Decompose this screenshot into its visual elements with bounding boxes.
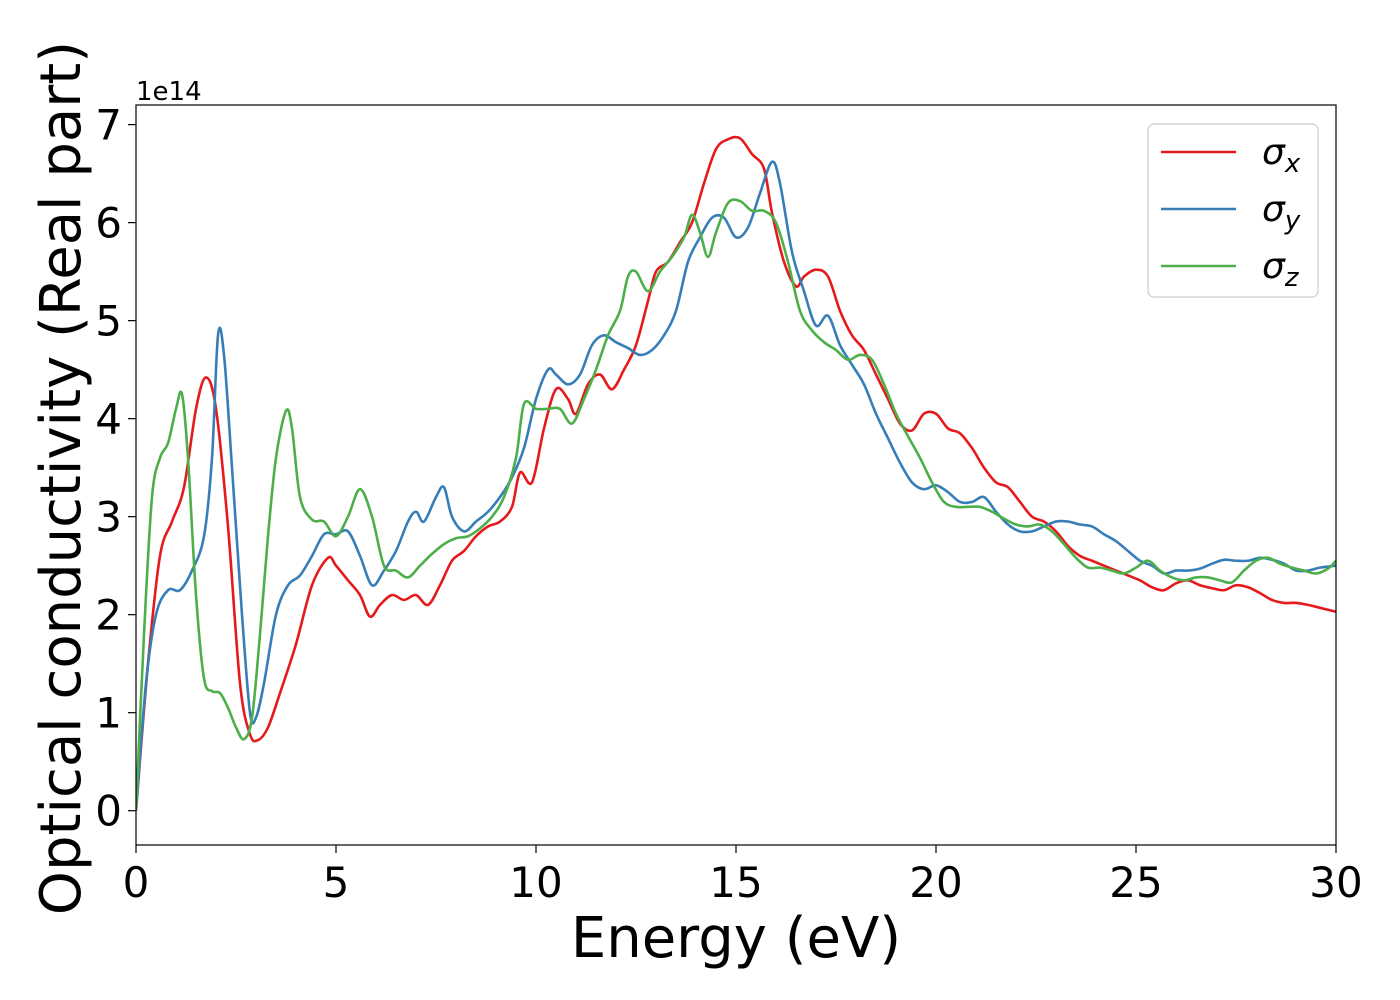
y-tick-label: 6 (95, 199, 122, 248)
x-tick-label: 15 (709, 858, 762, 907)
x-tick-label: 30 (1309, 858, 1362, 907)
x-tick-label: 0 (123, 858, 150, 907)
legend-label-x: σx (1262, 132, 1301, 179)
y-offset-label: 1e14 (136, 77, 202, 107)
legend-symbol: σ (1262, 246, 1286, 287)
legend-symbol: σ (1262, 189, 1286, 230)
x-tick-label: 25 (1109, 858, 1162, 907)
series-layer (136, 135, 1336, 811)
series-line-y (136, 160, 1336, 811)
legend-subscript: z (1284, 263, 1300, 293)
y-tick-label: 2 (95, 591, 122, 640)
legend-symbol: σ (1262, 132, 1286, 173)
y-tick-label: 3 (95, 493, 122, 542)
y-tick-label: 1 (95, 689, 122, 738)
legend-subscript: y (1284, 206, 1301, 236)
legend-label-z: σz (1262, 246, 1300, 293)
y-axis-label: Optical conductivity (Real part) (29, 41, 94, 915)
y-tick-label: 5 (95, 297, 122, 346)
y-tick-label: 7 (95, 101, 122, 150)
legend-subscript: x (1284, 149, 1301, 179)
legend-box (1147, 123, 1319, 298)
x-axis-label: Energy (eV) (571, 906, 901, 971)
y-tick-label: 0 (95, 787, 122, 836)
x-tick-label: 5 (323, 858, 350, 907)
y-tick-label: 4 (95, 395, 122, 444)
x-tick-label: 20 (909, 858, 962, 907)
x-tick-label: 10 (509, 858, 562, 907)
legend-label-y: σy (1262, 189, 1301, 236)
series-line-z (136, 198, 1336, 811)
y-axis: 0 1 2 3 4 5 6 7 (95, 101, 136, 836)
x-axis: 0 5 10 15 20 25 30 (123, 845, 1363, 907)
